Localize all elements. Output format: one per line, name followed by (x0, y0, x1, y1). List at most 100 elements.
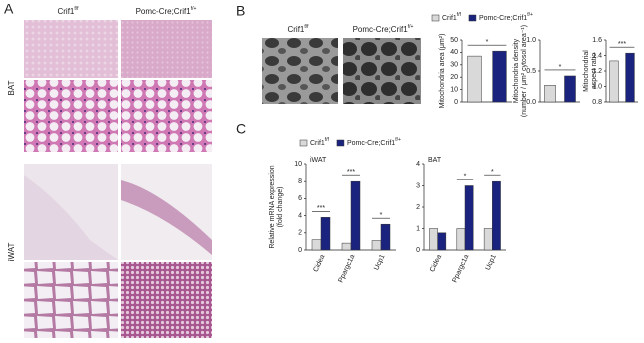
panel-label: A (4, 1, 14, 17)
bar (320, 217, 331, 251)
legend-entry: Pomc-Cre;Crif1f/+ (347, 137, 401, 147)
significance-label: * (559, 64, 562, 71)
bar (544, 85, 556, 103)
legend-swatch (299, 139, 308, 147)
bar (311, 239, 322, 251)
header-text: Crif1 (287, 25, 304, 34)
header-sup: f/f (74, 6, 79, 12)
y-axis-label: Mitochondria density (513, 38, 520, 103)
legend-sup: f/f (457, 12, 462, 18)
y-tick-label: 1.6 (592, 37, 602, 44)
bar (456, 228, 466, 251)
y-tick-label: 4 (298, 212, 302, 219)
y-tick-label: 1.0 (526, 37, 536, 44)
x-tick-label: Ppargc1a (337, 254, 356, 284)
legend-swatch (336, 139, 345, 147)
histology-image (121, 262, 212, 338)
y-tick-label: 6 (298, 195, 302, 202)
y-axis-label: Relative mRNA expression (269, 165, 276, 248)
y-tick-label: 0.8 (592, 99, 602, 106)
y-tick-label: 0.5 (526, 68, 536, 75)
bar (492, 180, 501, 251)
y-tick-label: 2 (416, 204, 420, 211)
histology-image (24, 80, 118, 152)
bar (350, 180, 361, 251)
x-tick-label: Ucp1 (373, 254, 386, 272)
bar (483, 228, 493, 251)
y-tick-label: 0.0 (526, 99, 536, 106)
header-text: Crif1 (57, 7, 74, 16)
significance-label: *** (317, 205, 325, 212)
y-tick-label: 30 (450, 62, 458, 69)
bar (564, 75, 576, 103)
header-sup: f/f (304, 24, 309, 30)
column-header: Crif1f/f (57, 6, 79, 16)
em-image (262, 38, 338, 104)
y-tick-label: 50 (450, 37, 458, 44)
y-axis-label: Mitochondria area (μm²) (439, 34, 446, 109)
legend-sup: f/+ (527, 12, 533, 18)
legend-text: Pomc-Cre;Crif1 (479, 15, 527, 22)
row-label: iWAT (7, 243, 16, 262)
y-tick-label: 8 (298, 178, 302, 185)
bar (341, 242, 352, 251)
legend-text: Crif1 (310, 140, 325, 147)
em-image (343, 38, 421, 104)
significance-label: * (380, 212, 383, 219)
histology-image (121, 80, 212, 152)
y-tick-label: 2 (298, 230, 302, 237)
histology-image (24, 20, 118, 78)
chart-title: iWAT (310, 157, 327, 164)
significance-label: * (464, 173, 467, 180)
y-tick-label: 10 (294, 161, 302, 168)
y-axis-label: (number / μm² cytosol area⁻¹) (521, 25, 528, 117)
significance-label: * (486, 39, 489, 46)
significance-label: *** (618, 41, 626, 48)
y-tick-label: 0 (454, 99, 458, 106)
panel-label: B (236, 3, 245, 19)
y-tick-label: 40 (450, 49, 458, 56)
column-header: Pomc-Cre;Crif1f/+ (353, 24, 414, 34)
y-tick-label: 3 (416, 182, 420, 189)
legend-entry: Crif1f/f (310, 137, 330, 147)
histology-detail (24, 175, 118, 260)
chart-title: BAT (428, 157, 442, 164)
y-tick-label: 1.4 (592, 52, 602, 59)
header-text: Pomc-Cre;Crif1 (353, 25, 409, 34)
y-tick-label: 1.2 (592, 68, 602, 75)
y-tick-label: 0 (298, 247, 302, 254)
header-sup: f/+ (408, 24, 414, 30)
histology-image (24, 262, 118, 338)
legend-text: Crif1 (442, 15, 457, 22)
panel-label: C (236, 121, 246, 137)
bar (492, 50, 507, 103)
bar (609, 60, 619, 103)
legend-sup: f/f (325, 137, 330, 143)
y-tick-label: 4 (416, 161, 420, 168)
y-tick-label: 0 (416, 247, 420, 254)
legend-sup: f/+ (395, 137, 401, 143)
y-tick-label: 1 (416, 225, 420, 232)
bar (464, 185, 474, 251)
y-axis-label: (fold change) (277, 187, 284, 228)
y-tick-label: 10 (450, 86, 458, 93)
bar (380, 223, 391, 251)
column-header: Pomc-Cre;Crif1f/+ (136, 6, 197, 16)
x-tick-label: Cidea (312, 254, 326, 274)
legend-entry: Pomc-Cre;Crif1f/+ (479, 12, 533, 22)
row-label: BAT (7, 80, 16, 95)
bar (625, 52, 635, 103)
x-tick-label: Cidea (429, 254, 443, 274)
y-tick-label: 1.0 (592, 83, 602, 90)
x-tick-label: Ucp1 (485, 254, 498, 272)
legend-swatch (468, 14, 477, 22)
significance-label: * (491, 169, 494, 176)
y-axis-label: aspect ratio (591, 53, 598, 89)
histology-detail (121, 180, 212, 255)
histology-image (121, 20, 212, 78)
bar (467, 55, 482, 103)
legend-text: Pomc-Cre;Crif1 (347, 140, 395, 147)
legend-entry: Crif1f/f (442, 12, 462, 22)
bar (371, 240, 382, 251)
